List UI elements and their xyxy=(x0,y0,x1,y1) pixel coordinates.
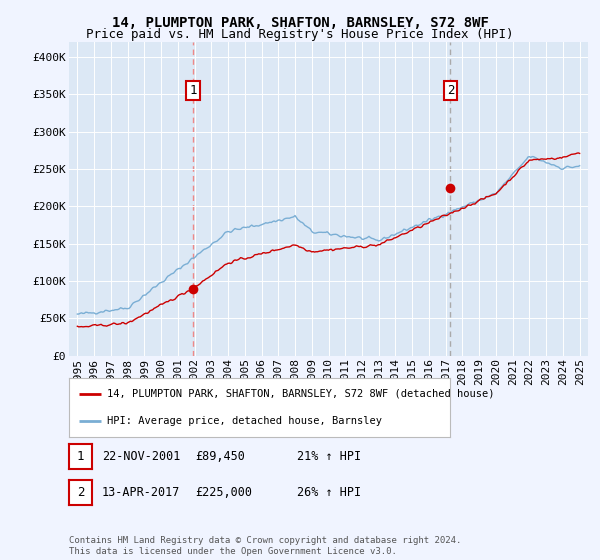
Text: 2: 2 xyxy=(77,486,84,500)
Text: Price paid vs. HM Land Registry's House Price Index (HPI): Price paid vs. HM Land Registry's House … xyxy=(86,28,514,41)
Text: HPI: Average price, detached house, Barnsley: HPI: Average price, detached house, Barn… xyxy=(107,416,382,426)
Text: 1: 1 xyxy=(77,450,84,463)
Text: 22-NOV-2001: 22-NOV-2001 xyxy=(102,450,181,463)
Text: 14, PLUMPTON PARK, SHAFTON, BARNSLEY, S72 8WF: 14, PLUMPTON PARK, SHAFTON, BARNSLEY, S7… xyxy=(112,16,488,30)
Text: 1: 1 xyxy=(189,84,197,97)
Text: 26% ↑ HPI: 26% ↑ HPI xyxy=(297,486,361,500)
Text: £89,450: £89,450 xyxy=(195,450,245,463)
Text: 14, PLUMPTON PARK, SHAFTON, BARNSLEY, S72 8WF (detached house): 14, PLUMPTON PARK, SHAFTON, BARNSLEY, S7… xyxy=(107,389,494,399)
Text: 2: 2 xyxy=(446,84,454,97)
Text: 13-APR-2017: 13-APR-2017 xyxy=(102,486,181,500)
Text: 21% ↑ HPI: 21% ↑ HPI xyxy=(297,450,361,463)
Text: £225,000: £225,000 xyxy=(195,486,252,500)
Text: Contains HM Land Registry data © Crown copyright and database right 2024.
This d: Contains HM Land Registry data © Crown c… xyxy=(69,536,461,556)
